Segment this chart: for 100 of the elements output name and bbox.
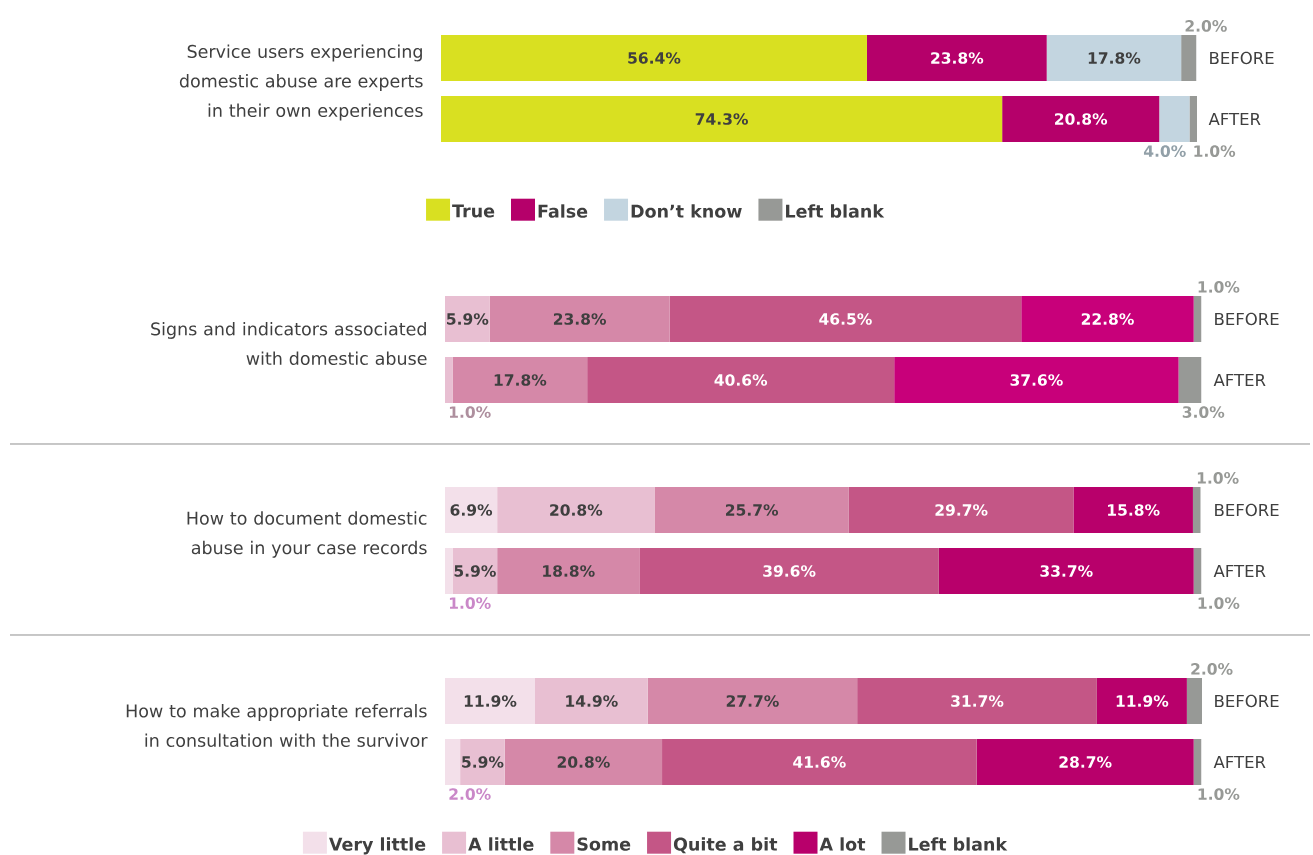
data-label: 5.9% (454, 565, 496, 577)
legend-label: Don’t know (631, 204, 742, 218)
legend-label: Very little (328, 837, 426, 855)
data-label: 56.4% (628, 52, 681, 64)
bar (1186, 678, 1203, 724)
y-tick-label: BEFORE (1210, 51, 1274, 65)
bar (452, 357, 588, 403)
data-label: 20.8% (550, 504, 603, 516)
bar (441, 35, 867, 81)
bar (460, 739, 505, 785)
data-label: 11.9% (1116, 695, 1169, 707)
data-label: 23.8% (931, 52, 984, 64)
data-label: 11.9% (464, 695, 517, 707)
data-label: 33.7% (1040, 565, 1093, 577)
data-label: 1.0% (1197, 472, 1239, 484)
data-label: 5.9% (447, 313, 489, 325)
bar (1193, 296, 1202, 342)
data-label: 74.3% (695, 113, 748, 125)
y-tick-label: BEFORE (1215, 694, 1279, 708)
data-label: 2.0% (449, 788, 491, 800)
data-label: 40.6% (714, 374, 768, 386)
bar (938, 548, 1194, 594)
bar (857, 678, 1097, 724)
bar (1178, 357, 1202, 403)
legend-label: False (538, 204, 588, 218)
bar (1193, 739, 1202, 785)
bar (1021, 296, 1194, 342)
data-label: 31.7% (951, 695, 1004, 707)
bar (1046, 35, 1182, 81)
data-label: 18.8% (543, 565, 595, 577)
legend-label: True (452, 204, 495, 218)
data-label: 1.0% (1194, 145, 1236, 157)
bar (1002, 96, 1160, 142)
bar (489, 296, 670, 342)
data-label: 46.5% (819, 313, 872, 325)
bar (1193, 548, 1202, 594)
bar (445, 548, 453, 594)
data-label: 1.0% (1198, 281, 1240, 293)
legend-label: A little (468, 837, 534, 851)
legend-label: Some (577, 837, 631, 851)
y-tick-label: BEFORE (1215, 312, 1279, 326)
bar (497, 487, 655, 533)
bar (894, 357, 1179, 403)
data-label: 27.7% (726, 695, 779, 707)
bar (654, 487, 849, 533)
data-label: 23.8% (553, 313, 607, 325)
legend-label: Quite a bit (673, 837, 778, 854)
data-label: 3.0% (1182, 406, 1225, 418)
bar (1073, 487, 1193, 533)
data-label: 1.0% (1198, 597, 1240, 609)
data-label: 5.9% (462, 756, 504, 768)
bar (1181, 35, 1197, 81)
data-label: 4.0% (1143, 145, 1186, 157)
data-label: 25.7% (726, 504, 779, 516)
bar (1159, 96, 1190, 142)
bar (445, 357, 453, 403)
data-label: 6.9% (450, 504, 493, 516)
data-label: 14.9% (566, 695, 618, 707)
legend-label: A lot (819, 837, 866, 851)
y-tick-label: AFTER (1208, 112, 1261, 126)
bar (669, 296, 1022, 342)
data-label: 17.8% (1088, 52, 1141, 64)
bar (866, 35, 1047, 81)
bar (441, 96, 1003, 142)
bar (535, 678, 648, 724)
text: How to make appropriate referrals in consultation with the survivor (126, 703, 428, 748)
y-tick-label: BEFORE (1215, 503, 1279, 517)
legend-label: Left blank (909, 837, 1008, 851)
y-tick-label: AFTER (1213, 373, 1266, 387)
data-label: 28.7% (1059, 756, 1112, 768)
bar (976, 739, 1194, 785)
bar (647, 678, 858, 724)
data-label: 22.8% (1081, 313, 1134, 325)
text: Service users experiencing domestic abuse are experts in their own experiences (179, 44, 423, 121)
data-label: 17.8% (494, 374, 547, 386)
data-label: 20.8% (557, 756, 610, 768)
bar (587, 357, 895, 403)
data-label: 37.6% (1010, 374, 1063, 386)
data-label: 41.6% (793, 756, 846, 768)
y-tick-label: AFTER (1213, 564, 1266, 578)
bar (497, 548, 640, 594)
bar (445, 678, 535, 724)
data-label: 20.8% (1055, 113, 1108, 125)
data-label: 39.6% (763, 565, 816, 577)
bar (1096, 678, 1187, 724)
y-tick-label: AFTER (1213, 755, 1266, 769)
bar (445, 296, 490, 342)
bar (848, 487, 1074, 533)
bar (662, 739, 977, 785)
data-label: 2.0% (1191, 663, 1233, 675)
bar (445, 739, 461, 785)
text: Signs and indicators associated with domestic abuse (151, 321, 427, 366)
bar (504, 739, 663, 785)
data-label: 29.7% (935, 504, 988, 516)
bar (639, 548, 939, 594)
bar (1189, 96, 1198, 142)
data-label: 2.0% (1185, 20, 1227, 32)
data-label: 15.8% (1108, 504, 1160, 516)
data-label: 1.0% (449, 597, 491, 609)
data-label: 1.0% (1198, 788, 1240, 800)
